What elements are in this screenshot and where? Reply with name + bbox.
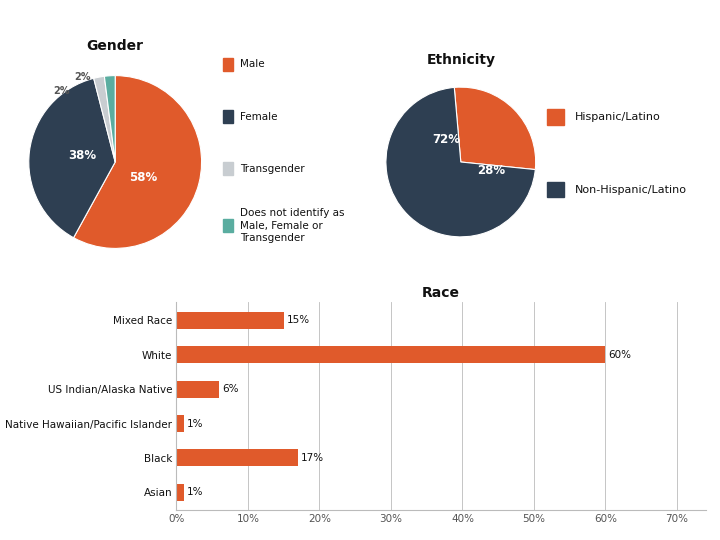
Bar xyxy=(176,449,298,467)
Wedge shape xyxy=(94,76,115,162)
Title: Race: Race xyxy=(422,286,460,300)
Bar xyxy=(176,312,284,329)
Bar xyxy=(547,110,564,125)
Text: 38%: 38% xyxy=(68,148,96,161)
Text: 1%: 1% xyxy=(186,487,203,497)
Text: Male: Male xyxy=(240,59,265,69)
Text: 58%: 58% xyxy=(129,171,157,184)
Bar xyxy=(547,182,564,197)
Text: 2%: 2% xyxy=(53,86,70,96)
Text: Hispanic/Latino: Hispanic/Latino xyxy=(575,112,660,122)
Wedge shape xyxy=(73,76,202,248)
Wedge shape xyxy=(29,78,115,238)
Bar xyxy=(223,110,233,123)
Bar xyxy=(223,58,233,71)
Text: 15%: 15% xyxy=(287,315,310,326)
Bar xyxy=(176,381,220,398)
Wedge shape xyxy=(454,87,536,170)
Text: Non-Hispanic/Latino: Non-Hispanic/Latino xyxy=(575,185,687,194)
Wedge shape xyxy=(386,87,535,237)
Wedge shape xyxy=(104,76,115,162)
Bar xyxy=(223,219,233,232)
Text: Female: Female xyxy=(240,112,278,122)
Bar xyxy=(176,346,606,363)
Title: Gender: Gender xyxy=(86,39,144,53)
Text: 6%: 6% xyxy=(222,384,238,394)
Text: 72%: 72% xyxy=(432,133,460,146)
Text: 60%: 60% xyxy=(608,350,631,360)
Text: 2%: 2% xyxy=(74,72,91,82)
Text: Does not identify as
Male, Female or
Transgender: Does not identify as Male, Female or Tra… xyxy=(240,208,345,243)
Bar xyxy=(223,163,233,176)
Bar xyxy=(176,484,184,501)
Text: 1%: 1% xyxy=(186,418,203,429)
Text: Demographics: Demographics xyxy=(258,11,462,39)
Bar xyxy=(176,415,184,432)
Title: Ethnicity: Ethnicity xyxy=(426,53,495,68)
Text: Transgender: Transgender xyxy=(240,164,305,174)
Text: 17%: 17% xyxy=(301,453,324,463)
Text: 28%: 28% xyxy=(477,165,505,178)
